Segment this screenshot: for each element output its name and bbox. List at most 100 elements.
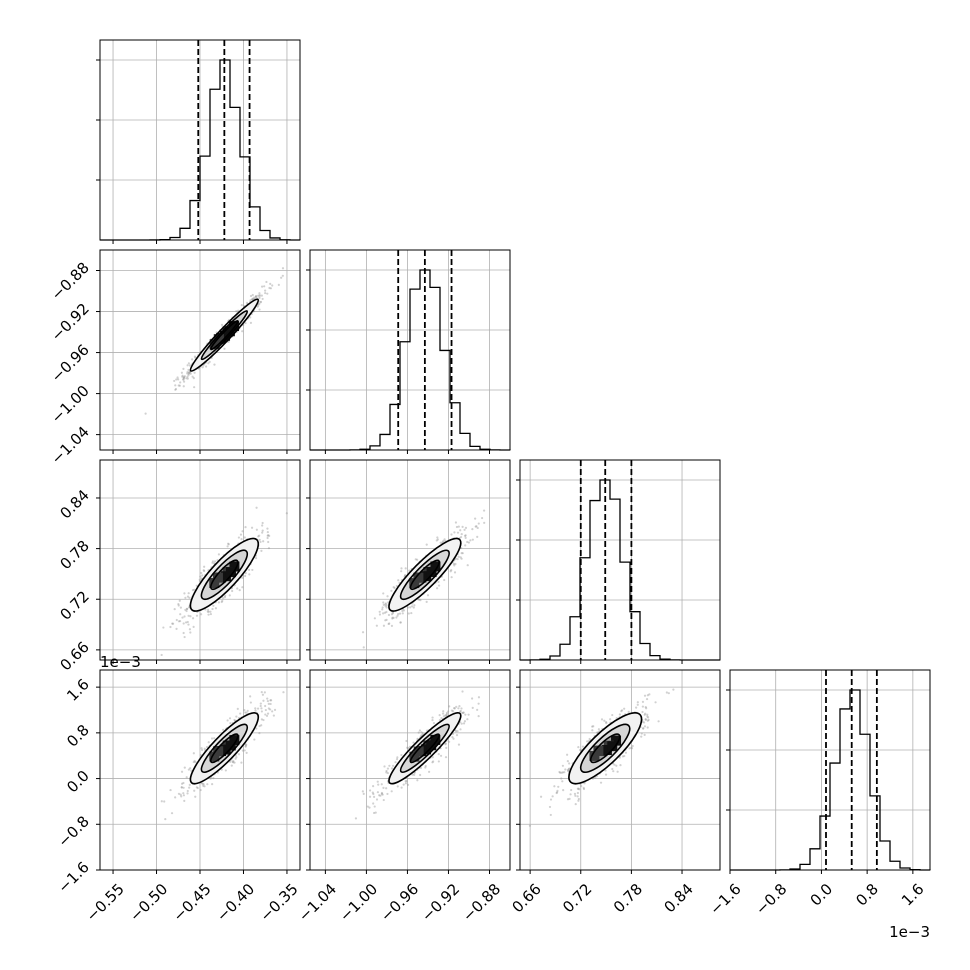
scatter-panel-3-2 [516, 669, 721, 874]
density-peak-cell [611, 735, 622, 746]
sample-point [390, 790, 393, 793]
panel-content [160, 691, 285, 821]
density-peak-cell [607, 741, 618, 752]
sample-point [182, 781, 185, 785]
contour-line-2 [589, 733, 621, 764]
sample-point [480, 516, 484, 520]
sample-point [431, 716, 434, 719]
sample-point [188, 371, 191, 374]
density-peak-cell [229, 735, 240, 746]
sample-point [182, 385, 185, 388]
sample-point [188, 596, 191, 599]
sample-point [413, 604, 416, 607]
sample-point [405, 739, 408, 743]
sample-point [574, 794, 577, 797]
sample-point [413, 773, 416, 776]
sample-point [207, 362, 210, 365]
sample-point [388, 622, 391, 625]
sample-point [377, 783, 380, 786]
sample-point [261, 693, 265, 696]
sample-point [555, 791, 559, 794]
sample-point [549, 798, 553, 801]
sample-point [212, 604, 215, 607]
sample-point [613, 763, 616, 766]
y-tick-label: −0.8 [54, 812, 92, 850]
sample-point [194, 795, 197, 798]
sample-point [208, 360, 211, 363]
panel-content [528, 688, 675, 827]
sample-point [227, 542, 230, 545]
sample-point [203, 565, 206, 568]
sample-point [233, 718, 236, 722]
sample-point [191, 617, 195, 620]
sample-point [456, 730, 459, 733]
density-peak-cell [225, 740, 236, 751]
contour-line-0 [189, 712, 260, 785]
sample-point [268, 534, 271, 537]
density-peak-cell [426, 566, 437, 577]
y-tick-label: 0.0 [63, 767, 93, 797]
y-tick-label: −1.04 [48, 423, 93, 468]
sample-point [569, 793, 572, 796]
sample-point [202, 784, 205, 787]
sample-point [203, 569, 206, 573]
sample-point [264, 289, 267, 292]
density-peak-cell [409, 751, 420, 762]
contour-line-1 [200, 549, 249, 601]
sample-point [450, 709, 454, 712]
sample-point [374, 811, 377, 814]
sample-point [187, 372, 191, 375]
scatter-panel-3-1 [306, 669, 511, 874]
sample-point [383, 611, 387, 614]
sample-point [418, 598, 421, 601]
sample-point [577, 787, 580, 790]
sample-point [463, 534, 467, 537]
sample-point [193, 386, 196, 389]
sample-point [226, 719, 229, 722]
sample-point [461, 552, 464, 555]
sample-point [182, 378, 185, 381]
sample-point [393, 586, 396, 590]
sample-point [476, 526, 479, 530]
sample-point [193, 371, 196, 374]
sample-point [207, 608, 210, 611]
sample-point [255, 528, 258, 531]
sample-point [404, 779, 407, 783]
sample-point [609, 718, 612, 721]
contour-line-1 [399, 549, 450, 601]
sample-point [260, 549, 263, 552]
sample-point [180, 782, 184, 785]
sample-point [460, 535, 463, 539]
sample-point [185, 607, 189, 610]
sample-point [665, 691, 668, 694]
sample-point [461, 711, 464, 715]
sample-point [475, 525, 478, 528]
sample-point [269, 282, 272, 285]
sample-point [643, 733, 646, 736]
sample-point [447, 710, 450, 713]
sample-point [174, 387, 178, 391]
sample-point [264, 713, 267, 716]
sample-point [445, 711, 449, 714]
sample-point [213, 363, 216, 366]
sample-point [250, 298, 254, 301]
sample-point [182, 376, 186, 379]
sample-point [376, 791, 379, 794]
sample-point [640, 732, 643, 735]
panel-content [354, 690, 481, 820]
sample-point [244, 572, 247, 575]
sample-point [604, 769, 607, 772]
contour-line-1 [200, 723, 249, 774]
sample-point [386, 771, 389, 775]
sample-point [366, 805, 369, 808]
sample-point [457, 707, 460, 710]
sample-point [566, 768, 569, 771]
sample-point [644, 718, 647, 721]
sample-point [179, 613, 182, 616]
sample-point [431, 719, 434, 722]
sample-point [185, 776, 188, 779]
sample-point [586, 740, 589, 743]
sample-point [182, 367, 185, 370]
sample-point [183, 592, 186, 595]
sample-point [258, 732, 261, 735]
